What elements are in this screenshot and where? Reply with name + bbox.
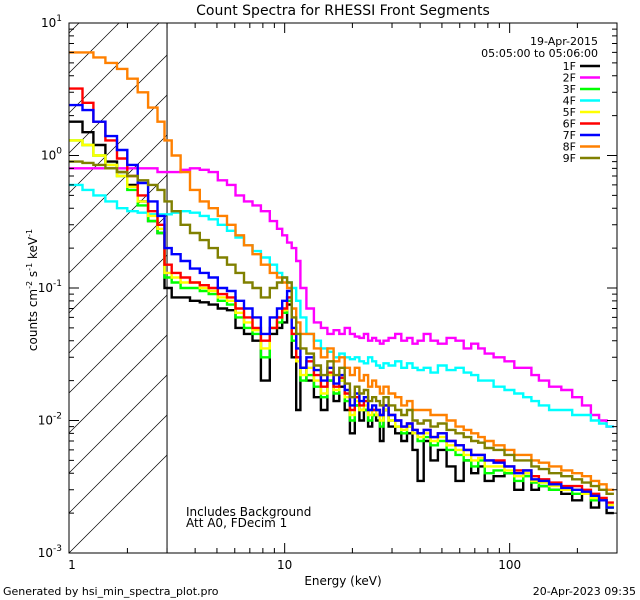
series-line-6F <box>69 87 614 504</box>
legend-date: 19-Apr-2015 <box>530 35 598 48</box>
legend-label-7F: 7F <box>563 129 576 142</box>
series-line-9F <box>69 160 614 495</box>
attenuator-hatch-region <box>69 23 168 553</box>
chart-title: Count Spectra for RHESSI Front Segments <box>196 3 490 19</box>
y-tick-labels: 10-3 10-2 10-1 100 101 <box>38 14 63 560</box>
x-axis-label: Energy (keV) <box>304 574 381 588</box>
y-tick-label-1: 10-2 <box>38 412 62 428</box>
x-tick-label-1: 10 <box>277 558 292 572</box>
x-tick-label-0: 1 <box>68 558 76 572</box>
hatch-lines <box>69 23 168 553</box>
series-line-4F <box>69 183 614 428</box>
legend-label-2F: 2F <box>563 72 576 85</box>
tick-marks <box>69 22 618 554</box>
plot-frame <box>68 22 618 554</box>
x-tick-label-2: 100 <box>498 558 521 572</box>
y-tick-label-0: 10-3 <box>38 544 62 560</box>
y-tick-label-3: 100 <box>41 147 62 163</box>
series-group <box>69 51 614 515</box>
footer-generated-by: Generated by hsi_min_spectra_plot.pro <box>3 585 219 598</box>
series-line-2F <box>69 167 614 428</box>
legend-label-6F: 6F <box>563 118 576 131</box>
footer-timestamp: 20-Apr-2023 09:35 <box>533 585 636 598</box>
legend-time-range: 05:05:00 to 05:06:00 <box>481 47 598 60</box>
legend-label-1F: 1F <box>563 60 576 73</box>
legend-label-8F: 8F <box>563 141 576 154</box>
legend-label-4F: 4F <box>563 95 576 108</box>
annotation-attenuator: Att A0, FDecim 1 <box>186 516 287 530</box>
series-line-5F <box>69 139 614 507</box>
legend-label-9F: 9F <box>563 152 576 165</box>
series-line-8F <box>69 51 614 491</box>
legend-label-5F: 5F <box>563 106 576 119</box>
x-tick-labels: 1 10 100 <box>68 558 521 572</box>
y-axis-label: counts cm-2 s-1 keV-1 <box>25 229 40 351</box>
y-tick-label-4: 101 <box>41 14 62 30</box>
series-line-7F <box>69 103 614 509</box>
axis-ticks <box>69 22 618 554</box>
annotation-background: Includes Background <box>186 505 311 519</box>
legend-label-3F: 3F <box>563 83 576 96</box>
y-tick-label-2: 10-1 <box>38 279 62 295</box>
